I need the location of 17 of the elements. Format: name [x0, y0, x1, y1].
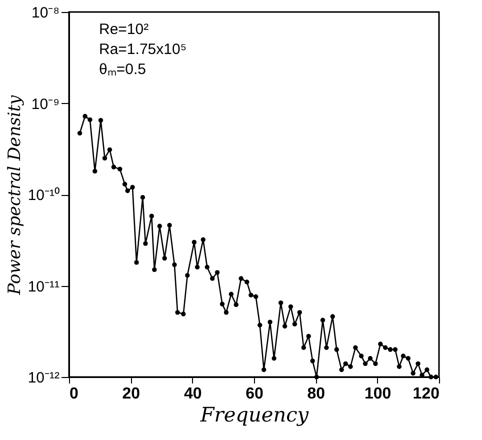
x-tick-label: 20 — [122, 386, 140, 402]
y-tick-label: 10⁻¹⁰ — [28, 187, 60, 204]
annotation: Re=10² — [99, 21, 149, 38]
x-axis-title: Frequency — [199, 402, 310, 426]
x-tick-label: 40 — [184, 386, 202, 402]
x-tick-label: 60 — [246, 386, 264, 402]
y-tick-label: 10⁻⁸ — [31, 4, 60, 22]
y-axis-title: Power spectral Density — [4, 94, 25, 296]
annotation: Ra=1.75x10⁵ — [99, 41, 187, 58]
x-tick-label: 120 — [412, 386, 440, 402]
x-tick-label: 80 — [307, 386, 326, 402]
y-tick-label: 10⁻¹² — [28, 370, 60, 386]
x-tick-label: 100 — [364, 386, 392, 402]
y-tick-label: 10⁻⁹ — [31, 96, 60, 113]
annotation: θₘ=0.5 — [99, 61, 146, 78]
x-tick-label: 0 — [70, 386, 78, 402]
y-tick-label: 10⁻¹¹ — [28, 278, 60, 296]
